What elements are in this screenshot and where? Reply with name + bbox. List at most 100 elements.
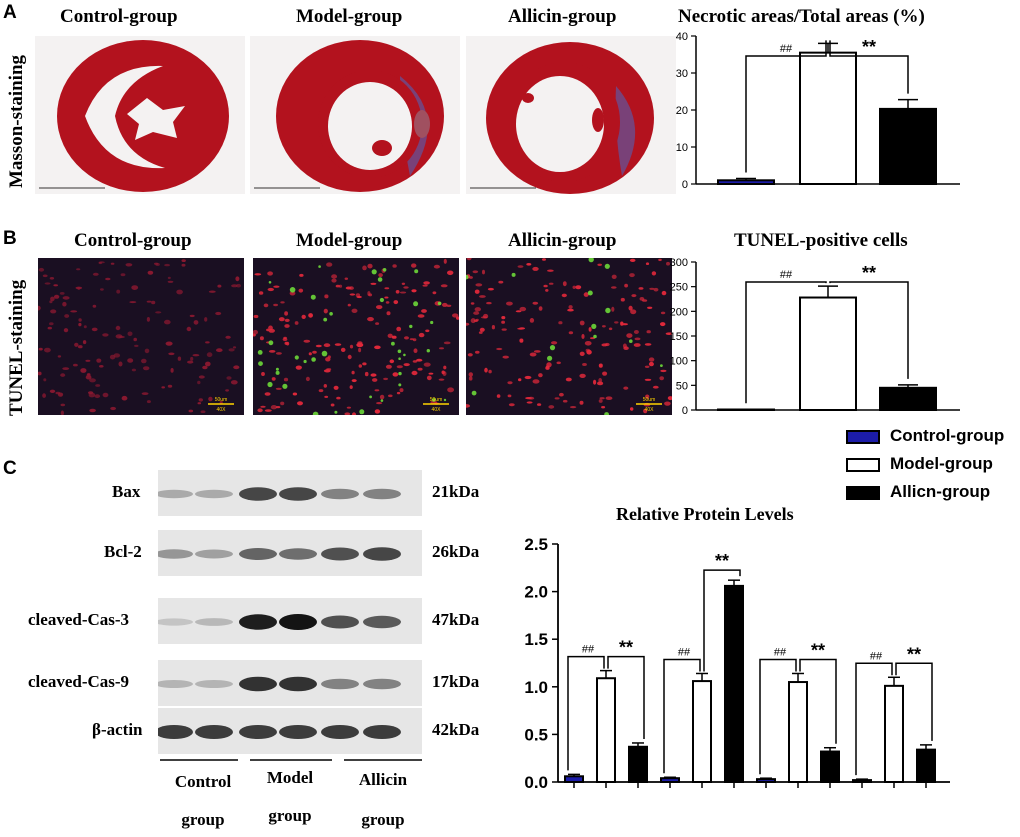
chart-b-title: TUNEL-positive cells: [734, 230, 908, 251]
chart-c-bar-2-1: [788, 681, 808, 783]
tunel-nucleus-2-95: [649, 287, 655, 290]
chart-c-annot-a-1: ##: [678, 646, 691, 658]
tunel-positive-1-1: [397, 349, 402, 354]
tunel-nucleus-1-66: [428, 372, 434, 375]
tunel-nucleus-0-72: [99, 365, 104, 368]
tunel-nucleus-2-92: [532, 379, 540, 384]
tunel-nucleus-1-1: [271, 377, 276, 381]
tunel-nucleus-2-26: [661, 290, 667, 296]
tunel-nucleus-0-132: [189, 314, 195, 318]
tunel-nucleus-0-108: [38, 267, 45, 272]
tunel-nucleus-2-5: [501, 328, 507, 331]
tunel-nucleus-2-29: [496, 394, 501, 398]
tunel-nucleus-2-28: [567, 308, 574, 312]
tunel-nucleus-0-133: [85, 359, 91, 362]
tunel-nucleus-0-51: [151, 300, 156, 305]
tunel-nucleus-1-26: [261, 372, 265, 376]
tunel-nucleus-1-128: [344, 277, 348, 280]
tunel-nucleus-2-14: [597, 381, 604, 386]
tunel-nucleus-2-128: [622, 343, 627, 349]
tunel-nucleus-0-101: [49, 322, 54, 326]
tunel-nucleus-1-142: [266, 328, 270, 332]
chart-a-ytick-label-3: 30: [676, 68, 688, 80]
tunel-nucleus-2-98: [611, 306, 615, 312]
group-label-model-2: group: [268, 806, 312, 825]
tunel-positive-1-8: [369, 395, 372, 399]
tunel-positive-2-10: [587, 290, 593, 296]
tunel-nucleus-2-39: [583, 292, 589, 297]
legend-swatch-control: [846, 430, 880, 444]
tunel-nucleus-0-27: [102, 333, 109, 337]
tunel-nucleus-2-119: [529, 318, 535, 323]
tunel-nucleus-0-30: [127, 358, 134, 363]
panel-letter-a: A: [3, 2, 17, 23]
tunel-nucleus-1-85: [253, 314, 259, 319]
tunel-nucleus-0-76: [181, 259, 186, 262]
chart-a-bar-1: [799, 51, 857, 186]
tunel-nucleus-0-1: [64, 314, 70, 318]
tunel-positive-1-18: [311, 357, 316, 362]
tunel-nucleus-2-94: [508, 403, 515, 407]
tunel-nucleus-1-129: [299, 273, 304, 277]
chart-c-bracket-b-1: [703, 569, 741, 672]
chart-c-bracket-a-2: [759, 658, 797, 775]
tunel-nucleus-1-151: [404, 336, 409, 340]
group-label-allicin-1: Allicin: [358, 770, 408, 789]
tunel-nucleus-2-123: [473, 311, 480, 315]
tunel-nucleus-1-110: [417, 367, 423, 371]
legend-label-control: Control-group: [890, 426, 1005, 445]
tunel-nucleus-0-131: [177, 356, 182, 361]
tunel-nucleus-1-121: [376, 305, 383, 310]
tunel-nucleus-1-20: [323, 308, 328, 314]
tunel-nucleus-0-47: [110, 262, 115, 265]
tunel-nucleus-1-158: [411, 289, 417, 293]
tunel-nucleus-0-31: [228, 348, 235, 352]
tunel-nucleus-2-89: [658, 258, 662, 262]
tunel-nucleus-1-109: [297, 401, 303, 406]
tunel-nucleus-1-33: [324, 294, 329, 299]
tunel-nucleus-0-96: [88, 392, 96, 398]
tunel-nucleus-0-53: [134, 344, 139, 347]
tunel-positive-1-27: [321, 350, 328, 357]
tunel-nucleus-1-64: [336, 396, 341, 400]
tunel-nucleus-2-69: [558, 321, 563, 325]
tunel-nucleus-0-81: [167, 384, 173, 388]
chart-a-bracket-1: [745, 40, 827, 173]
tunel-nucleus-1-166: [305, 376, 310, 382]
tunel-nucleus-2-136: [651, 271, 657, 276]
tunel-nucleus-1-23: [401, 282, 406, 285]
tunel-nucleus-1-131: [301, 314, 306, 319]
tunel-nucleus-2-103: [584, 341, 592, 346]
tunel-nucleus-1-53: [263, 303, 269, 308]
tunel-nucleus-2-88: [507, 381, 513, 385]
tunel-nucleus-0-125: [63, 328, 69, 333]
tunel-nucleus-0-78: [115, 334, 123, 339]
group-label-control-1: Control: [174, 772, 232, 791]
tunel-nucleus-1-65: [423, 281, 430, 285]
blot-label-3: cleaved-Cas-9: [28, 672, 130, 691]
tunel-nucleus-2-135: [479, 327, 485, 332]
tunel-nucleus-2-31: [472, 270, 479, 274]
tunel-nucleus-0-45: [73, 363, 78, 367]
tunel-positive-1-10: [430, 320, 434, 325]
blot-kda-2: 47kDa: [432, 610, 480, 629]
chart-b-annot-2: **: [862, 263, 876, 283]
legend-swatch-model: [846, 458, 880, 472]
tunel-nucleus-2-96: [586, 349, 592, 355]
tunel-nucleus-2-148: [644, 378, 652, 381]
group-label-model-1: Model: [266, 768, 314, 787]
blot-band-4-2: [239, 725, 277, 739]
tunel-nucleus-0-138: [188, 409, 194, 413]
tunel-nucleus-2-124: [626, 333, 633, 338]
tunel-nucleus-1-15: [347, 354, 352, 360]
chart-tunel-positive: 0 50 100 150 200 250 300 ## **: [670, 257, 960, 417]
tunel-nucleus-1-10: [323, 384, 327, 388]
tunel-nucleus-0-105: [146, 300, 152, 303]
tunel-nucleus-1-52: [392, 264, 397, 268]
tunel-nucleus-0-110: [143, 366, 150, 371]
tunel-nucleus-0-129: [95, 384, 101, 387]
blot-band-1-0: [158, 549, 193, 559]
blot-band-0-4: [321, 488, 359, 500]
tunel-nucleus-2-154: [537, 403, 542, 406]
tunel-nucleus-1-76: [340, 347, 346, 352]
